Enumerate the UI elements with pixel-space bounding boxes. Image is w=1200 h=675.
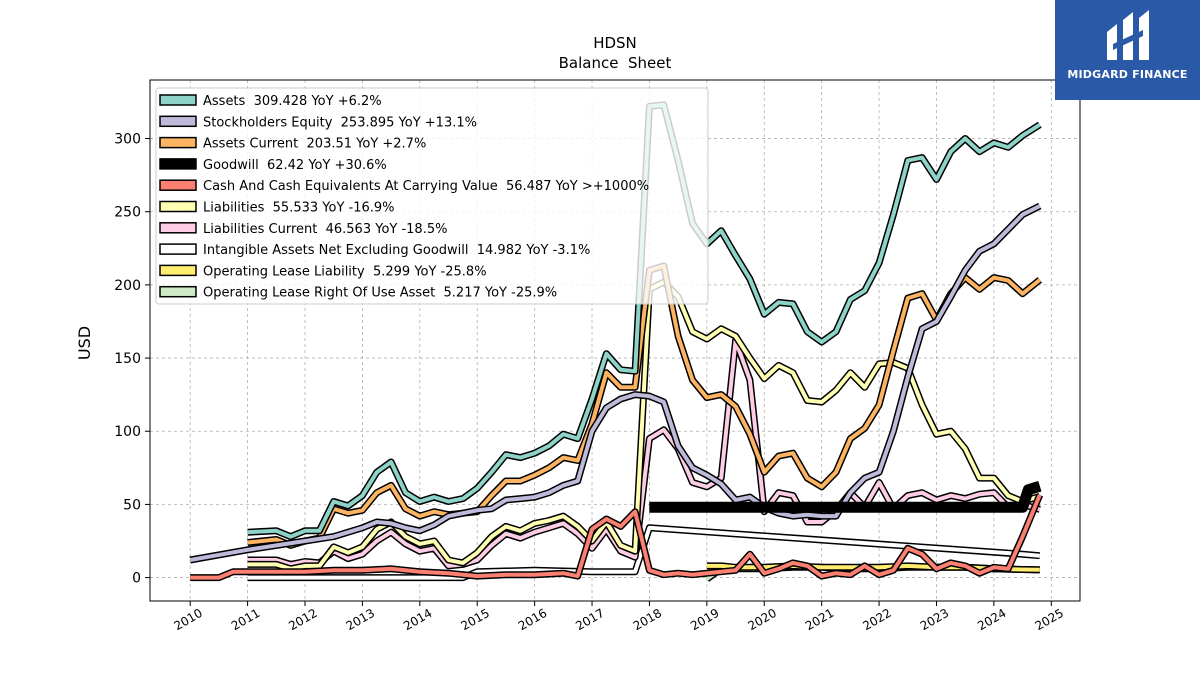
x-tick-label: 2013 — [344, 606, 377, 633]
series-line-liabilities-current — [247, 338, 1041, 568]
y-tick-label: 200 — [114, 278, 141, 294]
legend-item: Assets Current 203.51 YoY +2.7% — [159, 136, 426, 152]
x-tick-label: 2025 — [1033, 606, 1066, 633]
x-tick-label: 2021 — [803, 606, 836, 633]
x-tick-label: 2017 — [573, 606, 606, 633]
x-tick-label: 2012 — [286, 606, 319, 633]
legend-label: Goodwill 62.42 YoY +30.6% — [203, 158, 387, 173]
legend-swatch — [159, 136, 197, 149]
y-tick-label: 0 — [132, 571, 141, 587]
y-tick-label: 100 — [114, 424, 141, 440]
y-tick-label: 50 — [123, 497, 141, 513]
x-tick-label: 2024 — [975, 606, 1008, 633]
midgard-finance-logo: MIDGARD FINANCE — [1055, 0, 1200, 100]
legend-label: Assets 309.428 YoY +6.2% — [203, 94, 382, 109]
legend-item: Cash And Cash Equivalents At Carrying Va… — [159, 179, 649, 194]
chart-subtitle: Balance Sheet — [559, 54, 672, 72]
x-tick-label: 2014 — [401, 606, 434, 633]
x-tick-label: 2019 — [688, 606, 721, 633]
legend-label: Liabilities 55.533 YoY -16.9% — [203, 201, 395, 216]
y-tick-label: 300 — [114, 132, 141, 148]
plot-frame — [149, 79, 1081, 602]
chart-title: HDSN — [593, 34, 637, 52]
legend-swatch — [159, 243, 197, 255]
legend-item: Goodwill 62.42 YoY +30.6% — [159, 158, 387, 173]
x-tick-label: 2015 — [458, 606, 491, 633]
legend-item: Operating Lease Liability 5.299 YoY -25.… — [159, 264, 487, 279]
legend-swatch — [159, 94, 197, 106]
x-tick-label: 2010 — [171, 606, 204, 633]
legend-swatch — [159, 264, 197, 277]
y-tick-label: 150 — [114, 351, 141, 367]
legend-swatch — [159, 158, 197, 170]
legend-label: Cash And Cash Equivalents At Carrying Va… — [203, 179, 649, 194]
legend-item: Operating Lease Right Of Use Asset 5.217… — [159, 285, 557, 301]
y-axis-label: USD — [75, 326, 94, 360]
legend-label: Operating Lease Liability 5.299 YoY -25.… — [203, 264, 487, 279]
legend-swatch — [159, 115, 197, 128]
midgard-logo-icon — [1107, 10, 1149, 60]
legend-label: Liabilities Current 46.563 YoY -18.5% — [203, 222, 447, 237]
logo-text: MIDGARD FINANCE — [1067, 68, 1188, 81]
legend-swatch — [159, 285, 197, 298]
legend-item: Stockholders Equity 253.895 YoY +13.1% — [159, 115, 477, 130]
legend-swatch — [159, 179, 197, 191]
y-tick-label: 250 — [114, 205, 141, 221]
legend-swatch — [159, 222, 197, 234]
legend-label: Operating Lease Right Of Use Asset 5.217… — [203, 286, 557, 301]
x-tick-label: 2023 — [918, 606, 951, 633]
series-line-goodwill — [649, 481, 1042, 512]
legend-label: Assets Current 203.51 YoY +2.7% — [203, 137, 426, 152]
legend-item: Intangible Assets Net Excluding Goodwill… — [159, 243, 590, 258]
series-line-cash-and-cash-equivalents-at-carrying-value — [190, 494, 1042, 580]
x-tick-label: 2022 — [860, 606, 893, 633]
series-line-stockholders-equity — [189, 204, 1041, 562]
x-tick-label: 2016 — [516, 606, 549, 633]
legend-label: Stockholders Equity 253.895 YoY +13.1% — [203, 115, 477, 130]
legend-item: Liabilities Current 46.563 YoY -18.5% — [159, 222, 447, 237]
legend-label: Intangible Assets Net Excluding Goodwill… — [203, 243, 590, 258]
legend: Assets 309.428 YoY +6.2% Stockholders Equ… — [155, 87, 709, 305]
legend-swatch — [159, 200, 197, 213]
legend-item: Liabilities 55.533 YoY -16.9% — [159, 200, 395, 216]
legend-item: Assets 309.428 YoY +6.2% — [159, 94, 382, 109]
x-tick-label: 2020 — [746, 606, 779, 633]
x-tick-label: 2011 — [229, 606, 262, 633]
legend-box — [155, 87, 709, 305]
x-tick-label: 2018 — [631, 606, 664, 633]
